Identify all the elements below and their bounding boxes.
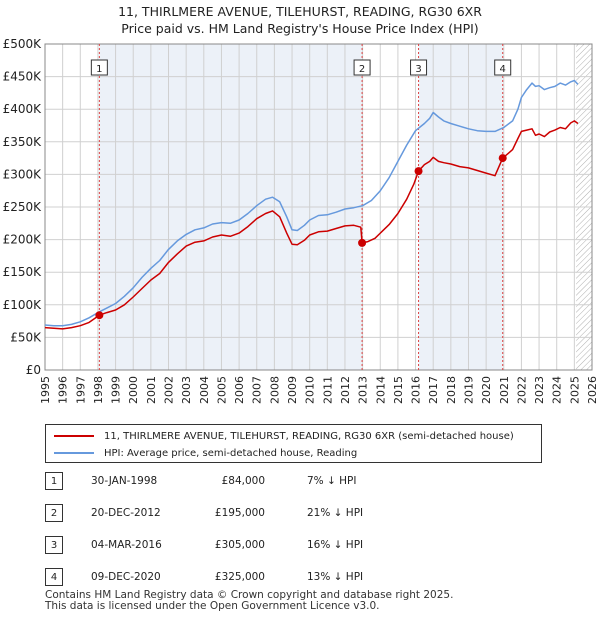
sale-point	[358, 238, 367, 247]
x-tick-label: 2013	[357, 376, 370, 404]
transaction-number: 4	[45, 568, 63, 586]
legend: 11, THIRLMERE AVENUE, TILEHURST, READING…	[45, 424, 542, 463]
table-row: 2 20-DEC-2012 £195,000 21% ↓ HPI	[45, 504, 545, 524]
x-tick-label: 2016	[410, 376, 423, 404]
x-tick-label: 2009	[286, 376, 299, 404]
footer: Contains HM Land Registry data © Crown c…	[45, 590, 453, 612]
x-tick-label: 2020	[480, 376, 493, 404]
y-tick-label: £200K	[3, 233, 43, 247]
x-tick-label: 2023	[533, 376, 546, 404]
x-tick-label: 2021	[498, 376, 511, 404]
x-tick-label: 1998	[92, 376, 105, 404]
table-row: 3 04-MAR-2016 £305,000 16% ↓ HPI	[45, 536, 545, 556]
table-row: 1 30-JAN-1998 £84,000 7% ↓ HPI	[45, 472, 545, 492]
sale-number-box	[90, 59, 108, 76]
x-tick-label: 2014	[374, 376, 387, 404]
x-tick-label: 2012	[339, 376, 352, 404]
sale-number-box	[494, 59, 512, 76]
x-tick-label: 2017	[427, 376, 440, 404]
footer-copyright: Contains HM Land Registry data © Crown c…	[45, 589, 454, 601]
y-tick-label: £300K	[3, 167, 43, 181]
sale-number-label: 2	[359, 64, 365, 75]
x-tick-label: 2003	[180, 376, 193, 404]
sale-number-label: 3	[415, 64, 421, 75]
price-chart: £0 £50K £100K £150K £200K £250K £300K £350K £400…	[3, 37, 599, 404]
sale-point	[414, 167, 423, 176]
transaction-hpi-diff: 21% ↓ HPI	[307, 507, 364, 519]
x-tick-label: 2011	[321, 376, 334, 404]
x-tick-label: 2005	[215, 376, 228, 404]
y-tick-label: £400K	[3, 102, 43, 116]
legend-label-property: 11, THIRLMERE AVENUE, TILEHURST, READING…	[104, 430, 514, 442]
x-tick-label: 2019	[462, 376, 475, 404]
x-tick-label: 2018	[445, 376, 458, 404]
x-tick-label: 2004	[198, 376, 211, 404]
legend-item-property: 11, THIRLMERE AVENUE, TILEHURST, READING…	[54, 428, 514, 444]
transaction-price: £84,000	[221, 475, 265, 487]
y-tick-label: £500K	[3, 37, 43, 51]
transaction-number: 3	[45, 536, 63, 554]
chart-subtitle: Price paid vs. HM Land Registry's House …	[121, 21, 479, 36]
x-tick-label: 2024	[551, 376, 564, 404]
transaction-hpi-diff: 13% ↓ HPI	[307, 571, 364, 583]
sale-number-label: 1	[96, 64, 102, 75]
sale-point	[498, 154, 507, 163]
transaction-price: £325,000	[214, 571, 265, 583]
sale-number-box	[353, 59, 371, 76]
x-tick-label: 2002	[163, 376, 176, 404]
transaction-price: £195,000	[214, 507, 265, 519]
transaction-date: 09-DEC-2020	[91, 571, 161, 583]
y-tick-label: £150K	[3, 265, 43, 279]
y-tick-label: £50K	[10, 330, 42, 344]
chart-title: 11, THIRLMERE AVENUE, TILEHURST, READING…	[118, 4, 482, 19]
y-tick-label: £450K	[3, 70, 43, 84]
transaction-date: 20-DEC-2012	[91, 507, 161, 519]
legend-swatch-property	[54, 435, 94, 437]
x-tick-label: 2022	[515, 376, 528, 404]
x-tick-label: 1997	[74, 376, 87, 404]
x-tick-label: 2001	[145, 376, 158, 404]
transaction-date: 04-MAR-2016	[91, 539, 162, 551]
property-price-line	[44, 120, 579, 330]
y-tick-label: £250K	[3, 200, 43, 214]
legend-swatch-hpi	[54, 452, 94, 454]
x-tick-label: 2015	[392, 376, 405, 404]
transaction-hpi-diff: 16% ↓ HPI	[307, 539, 364, 551]
hpi-line	[44, 79, 579, 327]
legend-item-hpi: HPI: Average price, semi-detached house,…	[54, 445, 357, 461]
x-tick-label: 1995	[39, 376, 52, 404]
sale-number-box	[410, 59, 428, 76]
x-tick-label: 2006	[233, 376, 246, 404]
x-tick-label: 2007	[251, 376, 264, 404]
x-tick-label: 2010	[304, 376, 317, 404]
footer-license: This data is licensed under the Open Gov…	[45, 600, 380, 612]
y-tick-label: £0	[26, 363, 41, 377]
x-tick-label: 1999	[110, 376, 123, 404]
x-tick-label: 2026	[586, 376, 599, 404]
transaction-date: 30-JAN-1998	[91, 475, 158, 487]
transaction-number: 2	[45, 504, 63, 522]
legend-label-hpi: HPI: Average price, semi-detached house,…	[104, 447, 358, 459]
transaction-price: £305,000	[214, 539, 265, 551]
y-tick-label: £350K	[3, 135, 43, 149]
sale-number-label: 4	[500, 64, 506, 75]
x-tick-label: 2025	[568, 376, 581, 404]
x-tick-label: 2000	[127, 376, 140, 404]
table-row: 4 09-DEC-2020 £325,000 13% ↓ HPI	[45, 568, 545, 588]
transaction-hpi-diff: 7% ↓ HPI	[307, 475, 357, 487]
plot-frame	[44, 43, 593, 371]
y-tick-label: £100K	[3, 298, 43, 312]
transaction-number: 1	[45, 472, 63, 490]
x-tick-label: 2008	[268, 376, 281, 404]
sale-point	[95, 311, 104, 320]
x-tick-label: 1996	[57, 376, 70, 404]
